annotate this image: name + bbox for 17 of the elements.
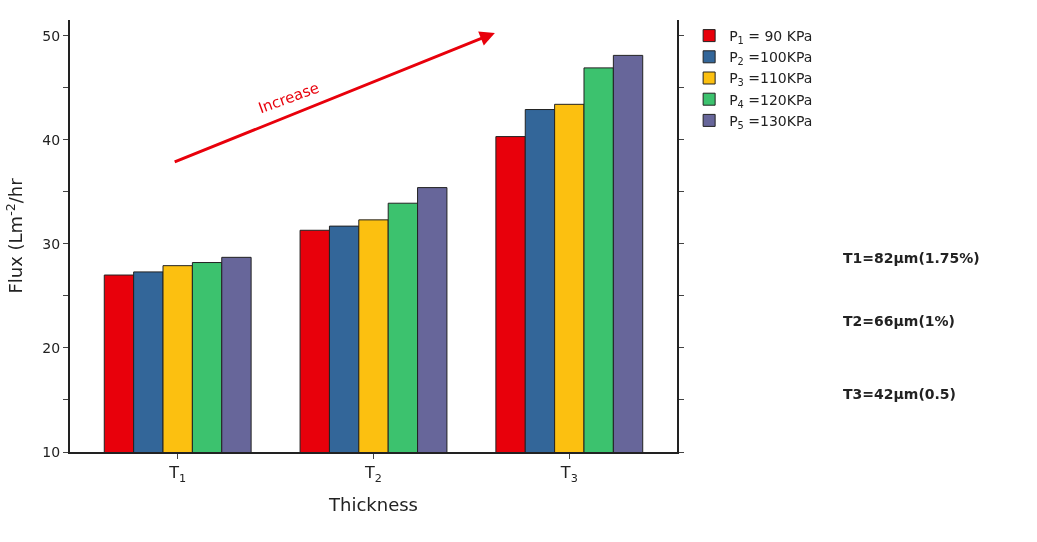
y-tick-label: 20	[42, 339, 61, 356]
y-tick-label: 40	[42, 131, 61, 148]
y-tick-label: 30	[42, 235, 61, 252]
y-tick-label: 50	[42, 27, 61, 44]
legend-label: P$_{4}$ =120KPa	[729, 91, 813, 110]
legend-label: P$_{5}$ =130KPa	[729, 112, 813, 131]
legend-label: P$_{1}$ = 90 KPa	[729, 28, 813, 46]
x-axis-title: Thickness	[328, 494, 418, 516]
y-tick-label: 10	[42, 443, 61, 460]
x-tick-label: T$_{2}$	[364, 463, 382, 485]
legend-label: P$_{2}$ =100KPa	[729, 49, 813, 68]
x-tick-label: T$_{1}$	[168, 463, 187, 485]
legend-label: P$_{3}$ =110KPa	[729, 70, 813, 89]
text: T2=66μm(1%)	[843, 313, 955, 329]
text: T1=82μm(1.75%)	[843, 250, 980, 266]
x-tick-label: T$_{3}$	[559, 463, 578, 485]
text: T3=42μm(0.5)	[843, 386, 956, 402]
